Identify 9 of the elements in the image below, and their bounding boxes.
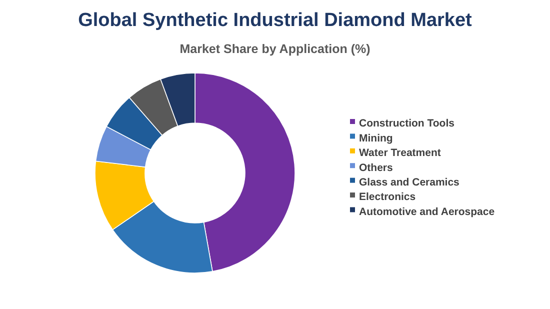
legend-label: Construction Tools [359,118,455,130]
legend-label: Mining [359,132,393,144]
legend-label: Water Treatment [359,147,442,160]
chart-subtitle: Market Share by Application (%) [180,42,370,56]
legend-label: Others [359,162,394,174]
legend-label: Electronics [359,191,416,204]
chart-title: Global Synthetic Industrial Diamond Market [78,10,473,31]
legend-label: Automotive and Aerospace [359,206,495,218]
legend-label: Glass and Ceramics [359,176,460,188]
